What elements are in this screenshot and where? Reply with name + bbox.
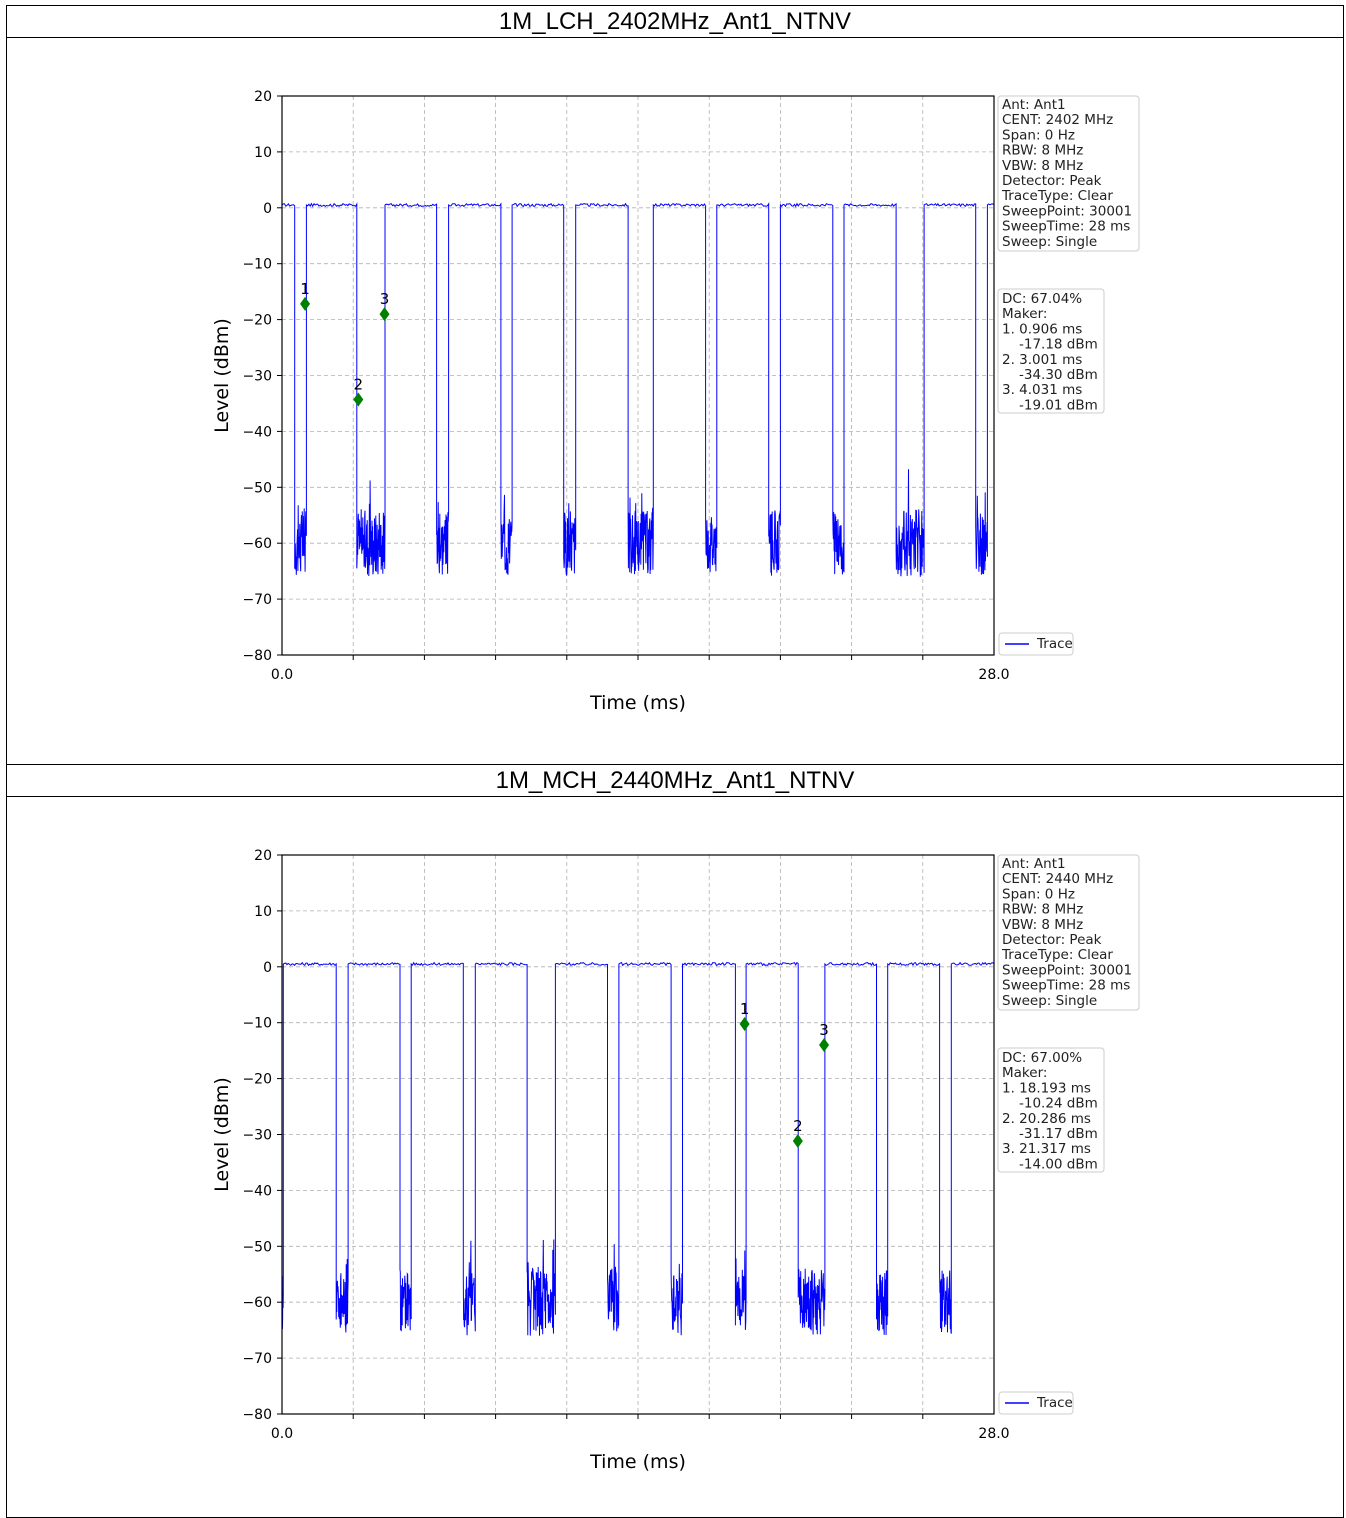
settings-line: Ant: Ant1 xyxy=(1002,97,1066,113)
settings-line: SweepPoint: 30001 xyxy=(1002,962,1132,978)
y-tick-label: −10 xyxy=(242,257,272,273)
x-tick-label: 28.0 xyxy=(978,667,1009,683)
y-tick-label: −80 xyxy=(242,648,272,664)
y-tick-label: −30 xyxy=(242,369,272,385)
settings-line: SweepTime: 28 ms xyxy=(1002,219,1130,235)
settings-line: SweepTime: 28 ms xyxy=(1002,978,1130,994)
y-tick-label: −50 xyxy=(242,1239,272,1255)
marker-point xyxy=(300,296,311,311)
panel-title: 1M_LCH_2402MHz_Ant1_NTNV xyxy=(7,6,1343,38)
panel-title: 1M_MCH_2440MHz_Ant1_NTNV xyxy=(7,765,1343,797)
y-axis-label: Level (dBm) xyxy=(211,1077,233,1192)
settings-line: Detector: Peak xyxy=(1002,932,1102,948)
legend-box xyxy=(998,1391,1074,1415)
settings-line: VBW: 8 MHz xyxy=(1002,917,1083,933)
settings-line: TraceType: Clear xyxy=(1001,188,1113,204)
y-axis-label: Level (dBm) xyxy=(211,318,233,433)
x-axis-label: Time (ms) xyxy=(589,692,686,714)
marker-label: 1 xyxy=(300,280,310,298)
y-tick-label: −40 xyxy=(242,424,272,440)
legend-box xyxy=(998,632,1074,656)
y-tick-label: 0 xyxy=(263,960,272,976)
x-axis-label: Time (ms) xyxy=(589,1451,686,1473)
marker-point xyxy=(792,1134,803,1149)
x-tick-label: 0.0 xyxy=(271,667,293,683)
settings-line: Sweep: Single xyxy=(1002,993,1097,1009)
marker-point xyxy=(739,1017,750,1032)
duty-cycle-line: DC: 67.04% xyxy=(1002,291,1082,307)
duty-cycle-line: 2. 3.001 ms xyxy=(1002,352,1082,368)
duty-cycle-line: Maker: xyxy=(1002,1065,1047,1081)
settings-box xyxy=(997,95,1140,252)
settings-line: Span: 0 Hz xyxy=(1002,886,1075,902)
settings-line: CENT: 2440 MHz xyxy=(1002,871,1113,887)
legend-label: Trace xyxy=(1036,1395,1073,1411)
y-tick-label: −60 xyxy=(242,536,272,552)
chart-panel-2: 20 10 0 −10 −20 −30 −40 −50 −60 −70 −80 0.0 28.0 Time… xyxy=(211,848,1140,1473)
marker-label: 1 xyxy=(740,1000,750,1018)
settings-line: Sweep: Single xyxy=(1002,234,1097,250)
duty-cycle-box xyxy=(997,1047,1105,1173)
settings-line: SweepPoint: 30001 xyxy=(1002,203,1132,219)
y-tick-label: 10 xyxy=(254,904,272,920)
settings-line: Ant: Ant1 xyxy=(1002,856,1066,872)
y-tick-label: −60 xyxy=(242,1295,272,1311)
y-tick-label: −70 xyxy=(242,1351,272,1367)
duty-cycle-line: -31.17 dBm xyxy=(1019,1126,1098,1142)
duty-cycle-line: -19.01 dBm xyxy=(1019,397,1098,413)
duty-cycle-line: -14.00 dBm xyxy=(1019,1156,1098,1172)
y-tick-label: −10 xyxy=(242,1016,272,1032)
duty-cycle-line: -17.18 dBm xyxy=(1019,337,1098,353)
y-tick-label: −50 xyxy=(242,480,272,496)
marker-point xyxy=(379,307,390,322)
settings-line: RBW: 8 MHz xyxy=(1002,902,1083,918)
duty-cycle-line: 3. 4.031 ms xyxy=(1002,382,1082,398)
legend-label: Trace xyxy=(1036,636,1073,652)
settings-line: Detector: Peak xyxy=(1002,173,1102,189)
settings-line: RBW: 8 MHz xyxy=(1002,143,1083,159)
duty-cycle-line: -34.30 dBm xyxy=(1019,367,1098,383)
trace-line xyxy=(281,202,995,577)
chart-panel-1: 20 10 0 −10 −20 −30 −40 −50 −60 −70 −80 0.0 28.0 Time… xyxy=(211,89,1140,714)
x-tick-label: 28.0 xyxy=(978,1426,1009,1442)
duty-cycle-line: DC: 67.00% xyxy=(1002,1050,1082,1066)
duty-cycle-line: 2. 20.286 ms xyxy=(1002,1111,1091,1127)
duty-cycle-line: 1. 18.193 ms xyxy=(1002,1080,1091,1096)
marker-point xyxy=(353,392,364,407)
y-tick-label: 10 xyxy=(254,145,272,161)
y-tick-label: −80 xyxy=(242,1407,272,1423)
duty-cycle-box xyxy=(997,288,1105,414)
settings-line: VBW: 8 MHz xyxy=(1002,158,1083,174)
duty-cycle-line: 3. 21.317 ms xyxy=(1002,1141,1091,1157)
trace-line xyxy=(281,961,995,1336)
settings-line: TraceType: Clear xyxy=(1001,947,1113,963)
marker-label: 2 xyxy=(793,1117,803,1135)
x-tick-label: 0.0 xyxy=(271,1426,293,1442)
y-tick-label: −20 xyxy=(242,313,272,329)
y-tick-label: −30 xyxy=(242,1128,272,1144)
y-tick-label: 20 xyxy=(254,848,272,864)
settings-box xyxy=(997,854,1140,1011)
y-tick-label: −40 xyxy=(242,1183,272,1199)
y-tick-label: 0 xyxy=(263,201,272,217)
marker-label: 3 xyxy=(380,290,390,308)
duty-cycle-line: 1. 0.906 ms xyxy=(1002,321,1082,337)
y-tick-label: −20 xyxy=(242,1072,272,1088)
marker-point xyxy=(819,1038,830,1053)
marker-label: 3 xyxy=(819,1021,829,1039)
y-tick-label: 20 xyxy=(254,89,272,105)
duty-cycle-line: Maker: xyxy=(1002,306,1047,322)
y-tick-label: −70 xyxy=(242,592,272,608)
marker-label: 2 xyxy=(354,376,364,394)
duty-cycle-line: -10.24 dBm xyxy=(1019,1096,1098,1112)
settings-line: CENT: 2402 MHz xyxy=(1002,112,1113,128)
settings-line: Span: 0 Hz xyxy=(1002,127,1075,143)
